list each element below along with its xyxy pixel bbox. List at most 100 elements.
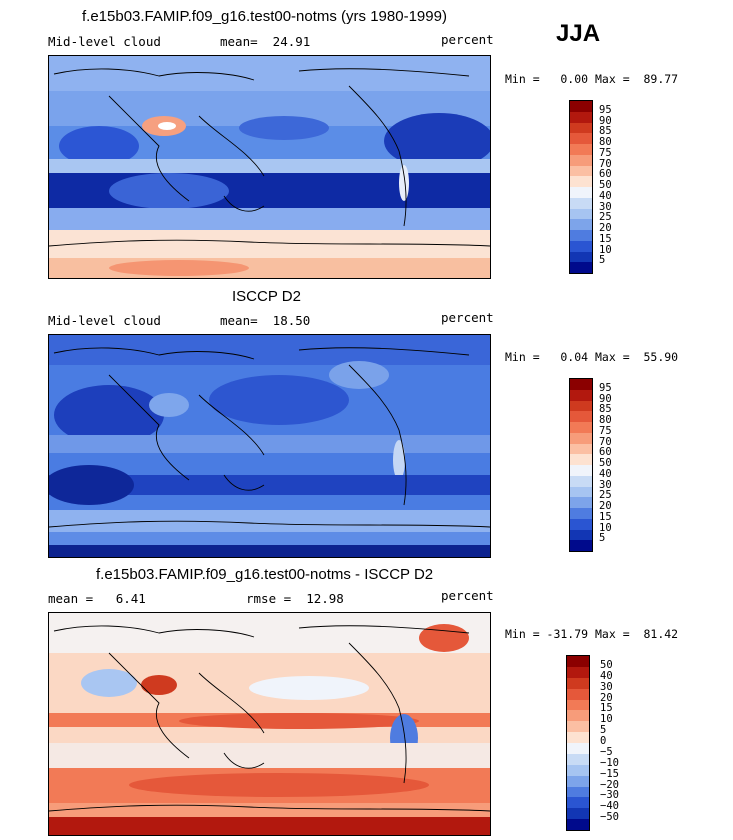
panel3-mean-label: mean = 6.41: [48, 591, 146, 606]
colorbar-tick-label: −40: [600, 800, 619, 813]
colorbar-swatch: [567, 721, 589, 733]
colorbar-swatch: [570, 432, 592, 444]
colorbar-tick-label: −30: [600, 789, 619, 802]
colorbar-swatch: [570, 529, 592, 541]
colorbar-tick-label: 5: [599, 254, 606, 267]
colorbar-tick-label: 25: [599, 489, 612, 502]
colorbar-tick-label: 30: [599, 200, 612, 213]
panel1-minmax: Min = 0.00 Max = 89.77: [505, 72, 679, 86]
colorbar-swatch: [570, 144, 592, 155]
colorbar-swatch: [570, 465, 592, 476]
colorbar-swatch: [570, 443, 592, 455]
colorbar-tick-label: 20: [599, 500, 612, 512]
colorbar-tick-label: 95: [599, 381, 612, 394]
colorbar-swatch: [570, 122, 592, 134]
colorbar-swatch: [567, 819, 589, 830]
colorbar-tick-label: −20: [600, 778, 619, 791]
colorbar-tick-label: 15: [599, 232, 612, 245]
colorbar-swatch: [570, 111, 592, 123]
colorbar-swatch: [567, 797, 589, 809]
colorbar-tick-label: 75: [599, 146, 612, 159]
colorbar-swatch: [567, 732, 589, 743]
colorbar-tick-label: 75: [599, 424, 612, 437]
colorbar-swatch: [570, 400, 592, 412]
colorbar-swatch: [570, 133, 592, 144]
colorbar-swatch: [570, 422, 592, 433]
colorbar-swatch: [570, 208, 592, 220]
panel3-rmse-label: rmse = 12.98: [246, 591, 344, 606]
colorbar-swatch: [570, 518, 592, 530]
colorbar-swatch: [570, 389, 592, 401]
colorbar-swatch: [570, 197, 592, 209]
colorbar-tick-label: 5: [600, 724, 607, 737]
colorbar-swatch: [570, 497, 592, 508]
panel1-title: f.e15b03.FAMIP.f09_g16.test00-notms (yrs…: [82, 8, 447, 25]
panel3-minmax: Min = -31.79 Max = 81.42: [505, 627, 679, 641]
panel2-minmax: Min = 0.04 Max = 55.90: [505, 350, 679, 364]
colorbar-swatch: [567, 786, 589, 798]
colorbar-swatch: [570, 187, 592, 198]
colorbar-tick-label: 60: [599, 446, 612, 459]
colorbar-tick-label: 95: [599, 103, 612, 116]
colorbar-tick-label: 85: [599, 403, 612, 416]
colorbar-tick-label: 50: [600, 658, 613, 671]
panel2-variable-label: Mid-level cloud: [48, 313, 161, 328]
panel1-variable-label: Mid-level cloud: [48, 34, 161, 49]
colorbar-swatch: [570, 379, 592, 390]
colorbar-tick-label: 10: [599, 243, 612, 256]
colorbar-tick-label: 30: [600, 680, 613, 693]
panel1-map: [48, 55, 491, 279]
panel2-colorbar: [569, 378, 593, 552]
colorbar-tick-label: 25: [599, 211, 612, 224]
colorbar-swatch: [570, 262, 592, 273]
colorbar-tick-label: 40: [600, 669, 613, 682]
colorbar-swatch: [570, 454, 592, 465]
colorbar-swatch: [570, 176, 592, 187]
colorbar-tick-label: −50: [600, 811, 619, 824]
colorbar-swatch: [570, 154, 592, 166]
colorbar-tick-label: 70: [599, 157, 612, 170]
colorbar-tick-label: 15: [600, 702, 613, 715]
colorbar-tick-label: 90: [599, 114, 612, 127]
colorbar-tick-label: 40: [599, 467, 612, 480]
colorbar-tick-label: −15: [600, 767, 619, 780]
colorbar-tick-label: 60: [599, 168, 612, 181]
colorbar-swatch: [567, 666, 589, 678]
colorbar-swatch: [570, 475, 592, 487]
panel3-units-label: percent: [441, 588, 494, 603]
colorbar-swatch: [567, 656, 589, 667]
colorbar-tick-label: −10: [600, 756, 619, 769]
colorbar-tick-label: 50: [599, 457, 612, 469]
colorbar-swatch: [567, 775, 589, 787]
panel2-map: [48, 334, 491, 558]
colorbar-swatch: [567, 808, 589, 820]
colorbar-tick-label: 90: [599, 392, 612, 405]
colorbar-swatch: [567, 677, 589, 689]
colorbar-swatch: [570, 240, 592, 252]
colorbar-swatch: [570, 101, 592, 112]
colorbar-tick-label: 30: [599, 478, 612, 491]
panel2-title: ISCCP D2: [232, 288, 301, 305]
panel2-units-label: percent: [441, 310, 494, 325]
colorbar-tick-label: 5: [599, 532, 606, 545]
panel2-mean-label: mean= 18.50: [220, 313, 311, 328]
colorbar-tick-label: 40: [599, 189, 612, 202]
colorbar-swatch: [570, 230, 592, 241]
colorbar-tick-label: 0: [600, 735, 607, 747]
colorbar-tick-label: 20: [599, 222, 612, 234]
colorbar-swatch: [567, 710, 589, 722]
colorbar-tick-label: 10: [599, 521, 612, 534]
panel1-mean-label: mean= 24.91: [220, 34, 311, 49]
colorbar-tick-label: 70: [599, 435, 612, 448]
colorbar-swatch: [570, 486, 592, 498]
panel3-colorbar: [566, 655, 590, 831]
panel1-units-label: percent: [441, 32, 494, 47]
colorbar-swatch: [570, 508, 592, 519]
panel3-title: f.e15b03.FAMIP.f09_g16.test00-notms - IS…: [96, 566, 434, 583]
colorbar-tick-label: 15: [599, 510, 612, 523]
colorbar-swatch: [567, 753, 589, 765]
panel1-colorbar: [569, 100, 593, 274]
colorbar-swatch: [567, 688, 589, 700]
panel3-map: [48, 612, 491, 836]
colorbar-swatch: [570, 411, 592, 422]
